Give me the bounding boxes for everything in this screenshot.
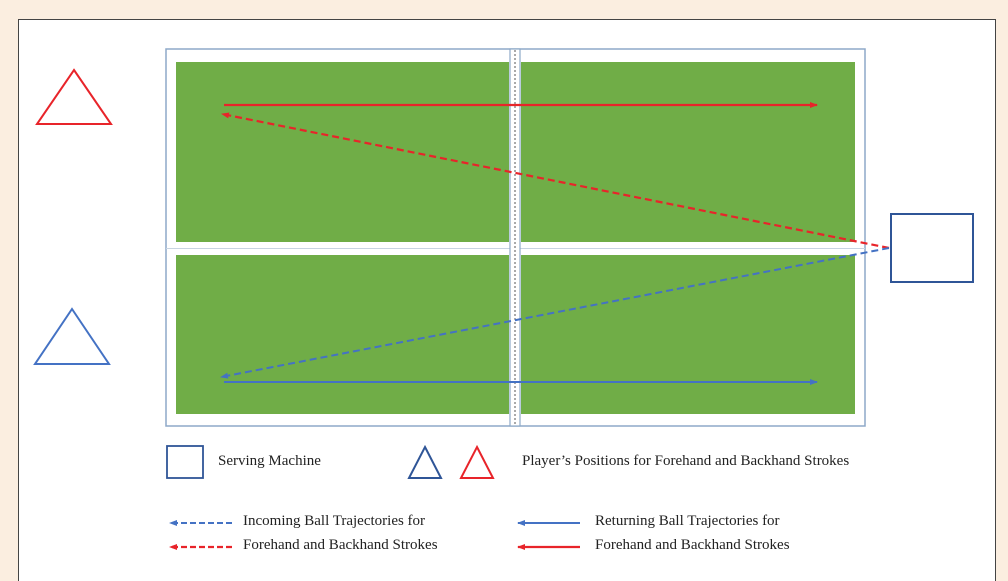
legend-red-triangle-icon xyxy=(459,444,495,479)
legend-serving-machine-icon xyxy=(166,445,204,479)
table-quadrant-top-left xyxy=(176,62,509,242)
net xyxy=(509,48,521,427)
legend-returning-label-line1: Returning Ball Trajectories for xyxy=(595,513,780,529)
table-quadrant-bottom-right xyxy=(521,255,855,414)
legend-incoming-label-line1: Incoming Ball Trajectories for xyxy=(243,513,426,529)
legend-returning-label-line2: Forehand and Backhand Strokes xyxy=(595,537,790,553)
player-blue-triangle-icon xyxy=(33,307,111,365)
legend-player-positions-label: Player’s Positions for Forehand and Back… xyxy=(522,453,850,469)
table-quadrant-top-right xyxy=(521,62,855,242)
legend-incoming-label-line2: Forehand and Backhand Strokes xyxy=(243,537,438,553)
table-quadrant-bottom-left xyxy=(176,255,509,414)
red-incoming-trajectory xyxy=(221,112,890,250)
player-red-triangle-icon xyxy=(35,68,113,125)
legend-blue-triangle-icon xyxy=(407,444,443,479)
blue-incoming-trajectory xyxy=(220,247,890,379)
serving-machine-icon xyxy=(890,213,974,283)
legend-serving-machine-label: Serving Machine xyxy=(218,453,321,469)
